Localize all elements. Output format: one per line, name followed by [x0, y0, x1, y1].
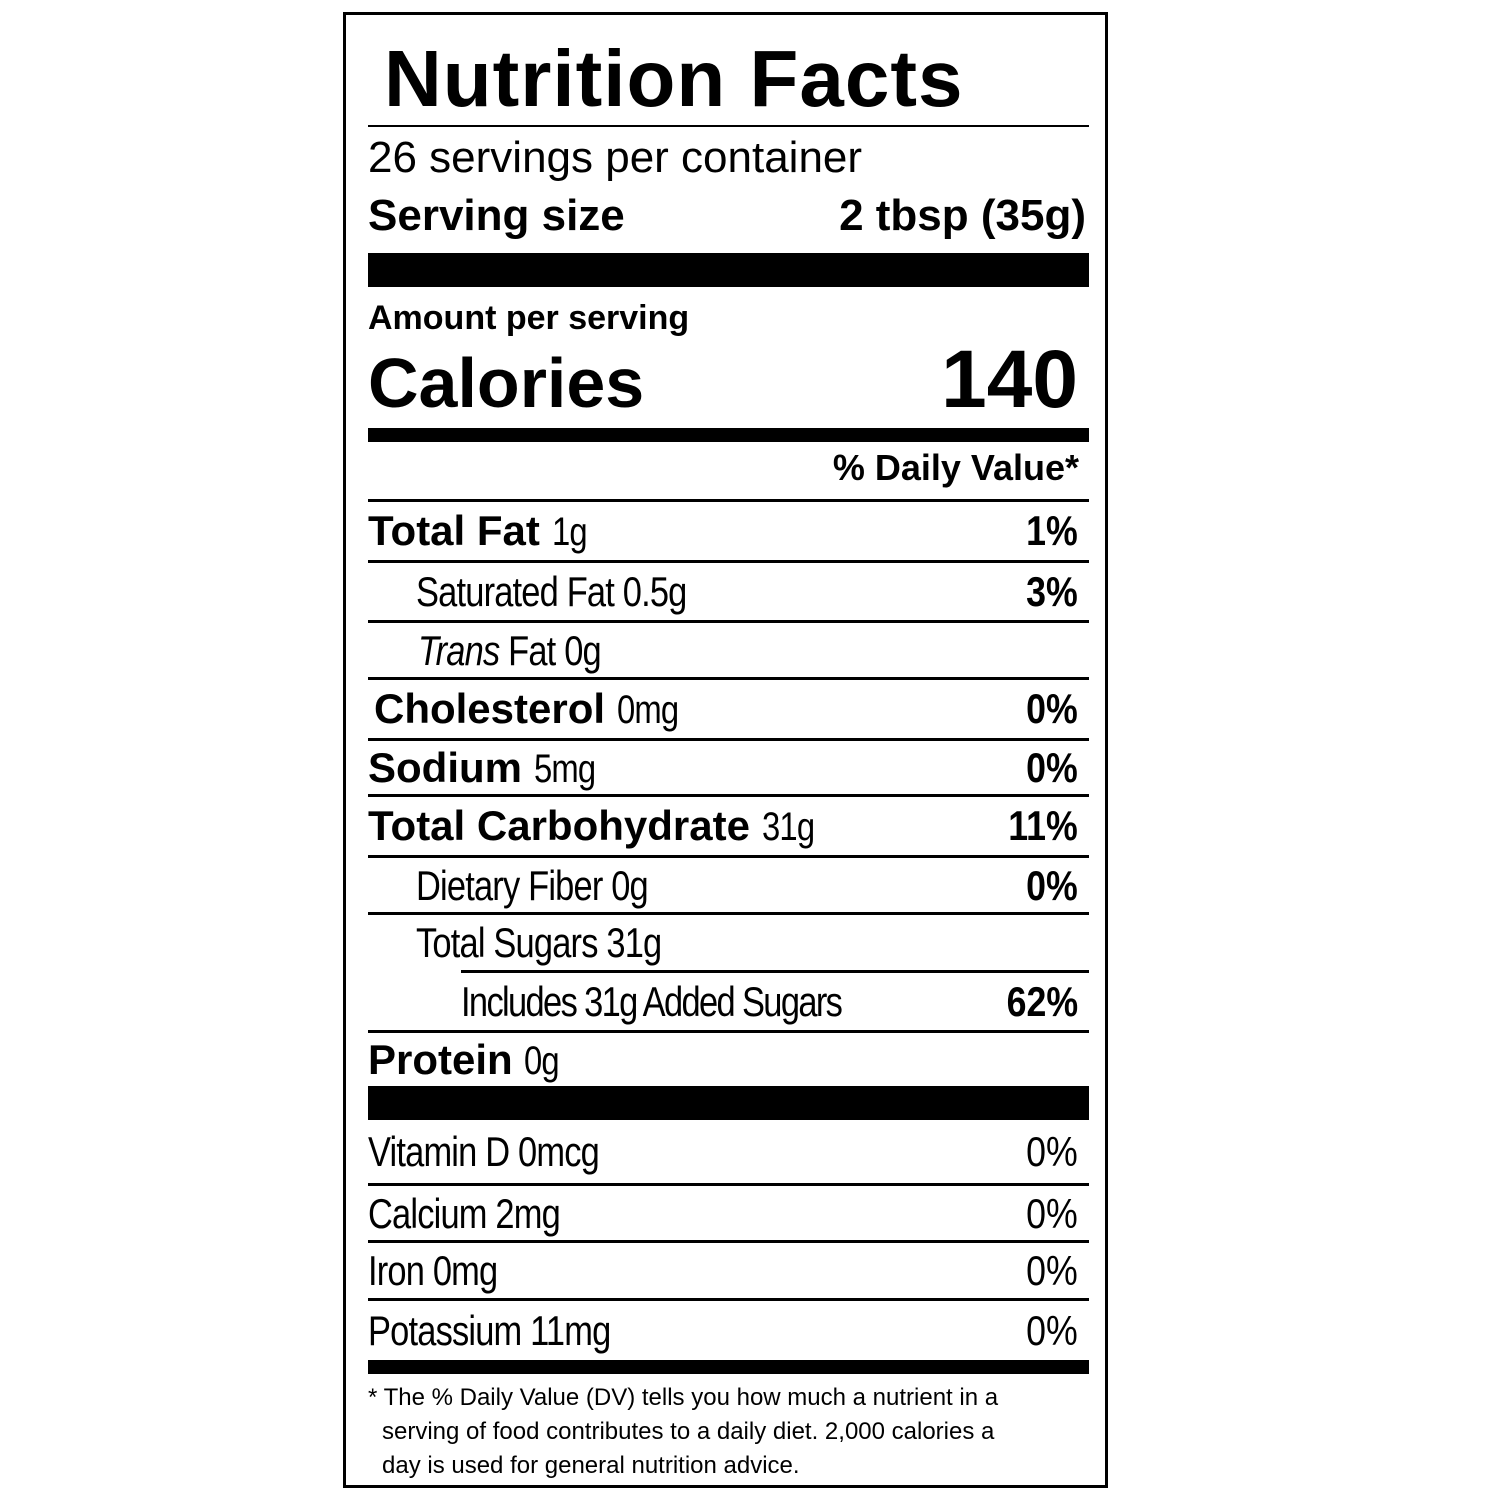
nutrient-row-added-sugars: Includes 31g Added Sugars 62% [461, 973, 1078, 1031]
nutrient-amount: 31g [606, 918, 662, 966]
nutrient-dv: 3% [1026, 568, 1078, 615]
nutrient-name: Sodium [368, 743, 522, 791]
nutrient-name: Dietary Fiber [416, 861, 603, 909]
divider [368, 912, 1089, 915]
nutrient-row-total-sugars: Total Sugars 31g [416, 915, 1078, 970]
vitamin-text: Calcium 2mg [368, 1189, 561, 1237]
footnote-line: * The % Daily Value (DV) tells you how m… [368, 1384, 999, 1411]
divider [368, 1183, 1089, 1186]
serving-size-label: Serving size [368, 191, 625, 240]
nutrition-facts-label: Nutrition Facts 26 servings per containe… [343, 12, 1108, 1488]
nutrient-row-trans-fat: Trans Fat 0g [418, 623, 1078, 679]
nutrient-name: Total Sugars [416, 918, 598, 966]
nutrient-dv: 0% [1026, 685, 1078, 732]
divider [461, 970, 1089, 973]
nutrient-amount: 0.5g [622, 568, 688, 615]
divider [368, 1298, 1089, 1301]
medium-bar [368, 428, 1089, 442]
divider [368, 620, 1089, 623]
nutrient-row-total-fat: Total Fat 1g 1% [368, 502, 1078, 560]
nutrient-dv: 0% [1026, 861, 1078, 909]
nutrient-name: Total Fat [368, 507, 540, 554]
footnote-line: day is used for general nutrition advice… [382, 1452, 800, 1479]
divider [368, 125, 1089, 127]
nutrient-row-protein: Protein 0g [368, 1033, 1078, 1087]
nutrient-name: Total Carbohydrate [368, 802, 750, 849]
amount-per-serving: Amount per serving [368, 299, 690, 337]
divider [368, 677, 1089, 680]
divider [368, 1240, 1089, 1243]
nutrient-amount: 0mg [616, 688, 679, 732]
footnote: * The % Daily Value (DV) tells you how m… [368, 1381, 1068, 1483]
nutrient-amount: 0g [564, 627, 601, 674]
nutrient-amount: 0g [524, 1039, 560, 1083]
vitamin-text: Iron 0mg [368, 1247, 498, 1294]
divider [368, 560, 1089, 563]
nutrient-amount: 31g [761, 805, 815, 849]
nutrient-name: Cholesterol [374, 685, 606, 732]
calories-value: 140 [941, 334, 1078, 425]
vitamin-dv: 0% [1026, 1189, 1078, 1237]
servings-per-container: 26 servings per container [368, 133, 863, 182]
vitamin-row-vitamin-d: Vitamin D 0mcg 0% [368, 1120, 1078, 1183]
nutrient-dv: 62% [1006, 978, 1078, 1025]
nutrient-amount: 1g [551, 510, 588, 554]
vitamin-text: Potassium 11mg [368, 1307, 611, 1354]
divider [368, 499, 1089, 502]
thick-bar [368, 253, 1089, 287]
nutrient-dv: 0% [1026, 743, 1078, 791]
vitamin-row-potassium: Potassium 11mg 0% [368, 1301, 1078, 1361]
calories-row: Calories 140 [368, 333, 1078, 427]
nutrient-name: Protein [368, 1036, 513, 1083]
nutrient-name: Saturated Fat [416, 568, 615, 615]
medium-bar [368, 1360, 1089, 1374]
daily-value-header: % Daily Value* [832, 447, 1079, 488]
vitamin-text: Vitamin D 0mcg [368, 1127, 600, 1175]
nutrient-name: Fat [508, 627, 556, 674]
divider [368, 794, 1089, 797]
label-title: Nutrition Facts [384, 34, 964, 123]
nutrient-name-italic: Trans [418, 627, 500, 674]
nutrient-amount: 0g [611, 861, 648, 909]
serving-size: Serving size 2 tbsp (35g) [368, 191, 1086, 241]
vitamin-dv: 0% [1026, 1127, 1078, 1175]
nutrient-amount: 5mg [533, 746, 596, 791]
divider [368, 855, 1089, 858]
nutrient-dv: 1% [1026, 507, 1078, 554]
vitamin-dv: 0% [1026, 1247, 1078, 1294]
nutrient-row-sodium: Sodium 5mg 0% [368, 741, 1078, 794]
divider [368, 738, 1089, 741]
thick-bar [368, 1086, 1089, 1120]
calories-label: Calories [368, 344, 645, 422]
nutrient-row-cholesterol: Cholesterol 0mg 0% [374, 680, 1078, 738]
nutrient-row-total-carbohydrate: Total Carbohydrate 31g 11% [368, 797, 1078, 855]
nutrient-dv: 11% [1008, 802, 1078, 849]
nutrient-row-saturated-fat: Saturated Fat 0.5g 3% [416, 563, 1078, 621]
nutrient-name: Includes 31g Added Sugars [461, 978, 843, 1025]
vitamin-dv: 0% [1026, 1307, 1078, 1354]
vitamin-row-calcium: Calcium 2mg 0% [368, 1186, 1078, 1241]
footnote-line: serving of food contributes to a daily d… [382, 1418, 995, 1445]
serving-size-value: 2 tbsp (35g) [839, 191, 1086, 240]
vitamin-row-iron: Iron 0mg 0% [368, 1243, 1078, 1299]
nutrient-row-dietary-fiber: Dietary Fiber 0g 0% [416, 858, 1078, 913]
divider [368, 1030, 1089, 1033]
